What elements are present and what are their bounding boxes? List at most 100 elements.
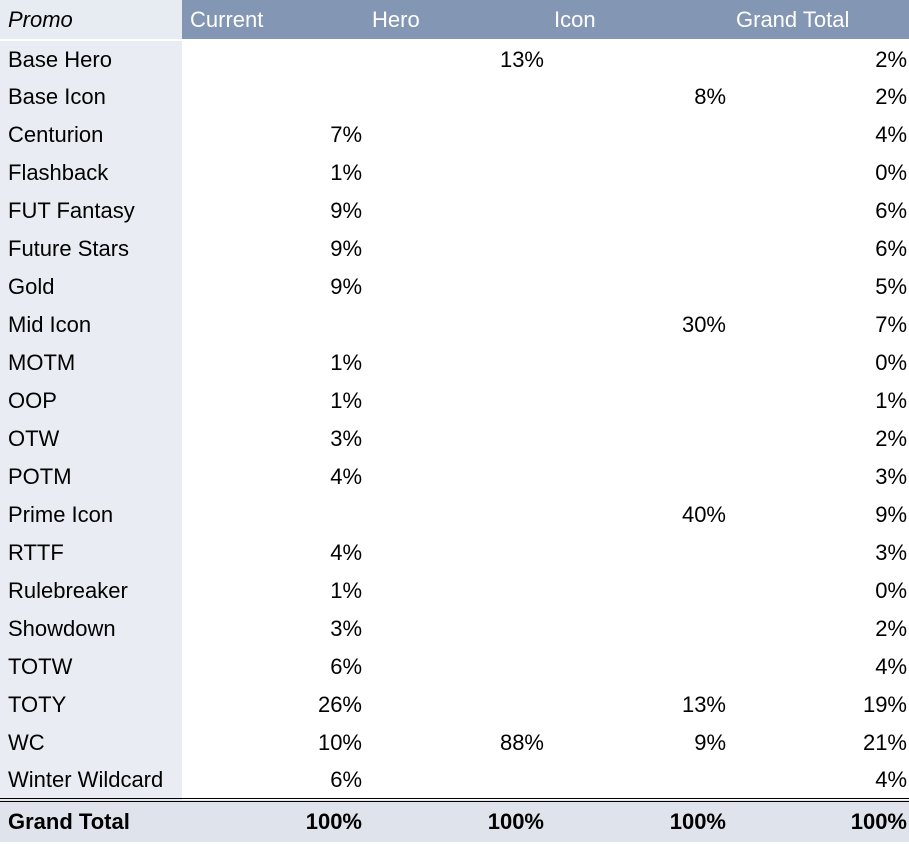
cell-current[interactable]: 4%: [182, 458, 364, 496]
cell-hero[interactable]: [364, 420, 546, 458]
header-cell-grand-total[interactable]: Grand Total: [728, 0, 909, 40]
cell-icon[interactable]: [546, 572, 728, 610]
cell-icon[interactable]: [546, 458, 728, 496]
cell-icon[interactable]: 13%: [546, 686, 728, 724]
cell-current[interactable]: 10%: [182, 724, 364, 762]
cell-grand-total[interactable]: 3%: [728, 534, 909, 572]
cell-grand-total[interactable]: 4%: [728, 116, 909, 154]
cell-current[interactable]: 4%: [182, 534, 364, 572]
cell-hero[interactable]: [364, 458, 546, 496]
cell-current[interactable]: [182, 39, 364, 78]
cell-grand-total[interactable]: 2%: [728, 420, 909, 458]
cell-icon[interactable]: [546, 534, 728, 572]
row-label[interactable]: Rulebreaker: [0, 572, 182, 610]
cell-grand-total[interactable]: 0%: [728, 572, 909, 610]
cell-current[interactable]: [182, 78, 364, 116]
cell-grand-total[interactable]: 2%: [728, 78, 909, 116]
cell-grand-total[interactable]: 2%: [728, 610, 909, 648]
cell-icon[interactable]: [546, 344, 728, 382]
cell-icon[interactable]: [546, 192, 728, 230]
cell-icon[interactable]: 30%: [546, 306, 728, 344]
row-label[interactable]: Showdown: [0, 610, 182, 648]
cell-hero[interactable]: [364, 268, 546, 306]
grand-total-grand-total[interactable]: 100%: [728, 798, 909, 842]
cell-grand-total[interactable]: 9%: [728, 496, 909, 534]
cell-grand-total[interactable]: 2%: [728, 39, 909, 78]
cell-grand-total[interactable]: 4%: [728, 762, 909, 800]
cell-current[interactable]: 6%: [182, 648, 364, 686]
cell-current[interactable]: 1%: [182, 382, 364, 420]
cell-current[interactable]: 9%: [182, 192, 364, 230]
cell-current[interactable]: 3%: [182, 420, 364, 458]
cell-hero[interactable]: [364, 534, 546, 572]
row-label[interactable]: POTM: [0, 458, 182, 496]
row-label[interactable]: Future Stars: [0, 230, 182, 268]
row-label[interactable]: Mid Icon: [0, 306, 182, 344]
cell-grand-total[interactable]: 7%: [728, 306, 909, 344]
cell-hero[interactable]: [364, 610, 546, 648]
header-cell-hero[interactable]: Hero: [364, 0, 546, 40]
row-label[interactable]: TOTY: [0, 686, 182, 724]
row-label[interactable]: FUT Fantasy: [0, 192, 182, 230]
row-label[interactable]: Prime Icon: [0, 496, 182, 534]
cell-icon[interactable]: [546, 420, 728, 458]
cell-current[interactable]: 1%: [182, 344, 364, 382]
cell-icon[interactable]: [546, 610, 728, 648]
header-cell-current[interactable]: Current: [182, 0, 364, 40]
cell-grand-total[interactable]: 5%: [728, 268, 909, 306]
row-label[interactable]: Gold: [0, 268, 182, 306]
cell-grand-total[interactable]: 19%: [728, 686, 909, 724]
cell-hero[interactable]: 88%: [364, 724, 546, 762]
cell-icon[interactable]: [546, 116, 728, 154]
cell-current[interactable]: [182, 496, 364, 534]
cell-icon[interactable]: 8%: [546, 78, 728, 116]
cell-current[interactable]: 1%: [182, 572, 364, 610]
cell-current[interactable]: 9%: [182, 268, 364, 306]
cell-hero[interactable]: [364, 686, 546, 724]
cell-hero[interactable]: [364, 496, 546, 534]
cell-grand-total[interactable]: 1%: [728, 382, 909, 420]
cell-icon[interactable]: [546, 39, 728, 78]
header-cell-icon[interactable]: Icon: [546, 0, 728, 40]
row-label[interactable]: Base Hero: [0, 39, 182, 78]
row-label[interactable]: MOTM: [0, 344, 182, 382]
grand-total-icon[interactable]: 100%: [546, 798, 728, 842]
cell-current[interactable]: 7%: [182, 116, 364, 154]
cell-icon[interactable]: [546, 762, 728, 800]
cell-hero[interactable]: [364, 306, 546, 344]
cell-grand-total[interactable]: 4%: [728, 648, 909, 686]
cell-icon[interactable]: [546, 230, 728, 268]
cell-grand-total[interactable]: 3%: [728, 458, 909, 496]
cell-hero[interactable]: [364, 116, 546, 154]
cell-grand-total[interactable]: 6%: [728, 192, 909, 230]
cell-current[interactable]: 1%: [182, 154, 364, 192]
grand-total-current[interactable]: 100%: [182, 798, 364, 842]
row-label[interactable]: RTTF: [0, 534, 182, 572]
cell-hero[interactable]: [364, 230, 546, 268]
cell-hero[interactable]: [364, 78, 546, 116]
row-label[interactable]: OTW: [0, 420, 182, 458]
cell-icon[interactable]: [546, 382, 728, 420]
cell-hero[interactable]: [364, 192, 546, 230]
cell-grand-total[interactable]: 0%: [728, 154, 909, 192]
row-label[interactable]: WC: [0, 724, 182, 762]
cell-hero[interactable]: [364, 382, 546, 420]
cell-current[interactable]: 9%: [182, 230, 364, 268]
cell-hero[interactable]: [364, 572, 546, 610]
grand-total-label[interactable]: Grand Total: [0, 798, 182, 842]
cell-grand-total[interactable]: 21%: [728, 724, 909, 762]
row-label[interactable]: TOTW: [0, 648, 182, 686]
cell-current[interactable]: 26%: [182, 686, 364, 724]
cell-grand-total[interactable]: 0%: [728, 344, 909, 382]
cell-current[interactable]: 3%: [182, 610, 364, 648]
cell-icon[interactable]: [546, 154, 728, 192]
cell-grand-total[interactable]: 6%: [728, 230, 909, 268]
cell-hero[interactable]: [364, 648, 546, 686]
cell-icon[interactable]: 9%: [546, 724, 728, 762]
cell-hero[interactable]: 13%: [364, 39, 546, 78]
cell-hero[interactable]: [364, 154, 546, 192]
row-label[interactable]: Centurion: [0, 116, 182, 154]
cell-hero[interactable]: [364, 762, 546, 800]
cell-icon[interactable]: 40%: [546, 496, 728, 534]
cell-hero[interactable]: [364, 344, 546, 382]
